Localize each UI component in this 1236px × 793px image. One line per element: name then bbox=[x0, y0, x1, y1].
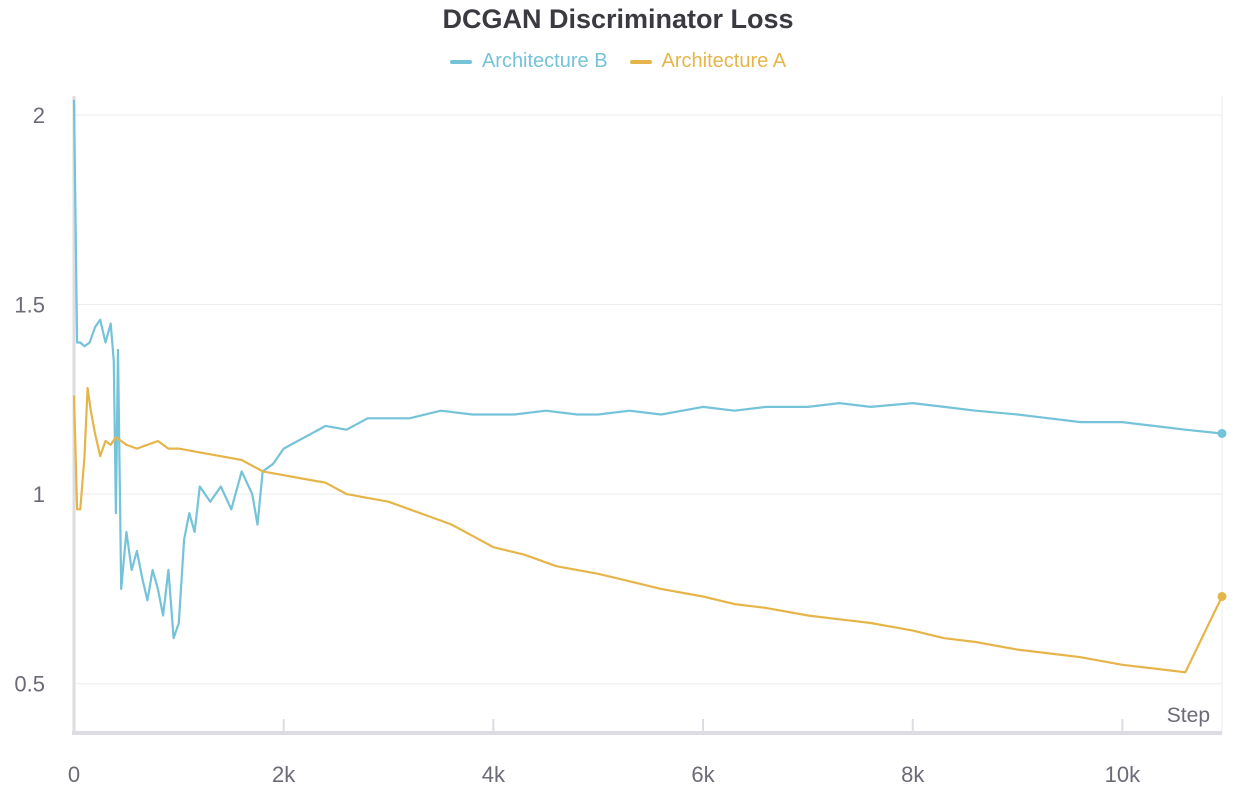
series-end-point-architecture-a[interactable] bbox=[1217, 592, 1227, 601]
legend-swatch-architecture-b bbox=[449, 59, 472, 64]
legend: Architecture B Architecture A bbox=[0, 50, 1236, 73]
x-tick-label-2: 4k bbox=[482, 762, 506, 787]
series-end-point-architecture-b[interactable] bbox=[1217, 428, 1227, 438]
x-tick-label-0: 0 bbox=[68, 762, 80, 787]
series-line-architecture-b[interactable] bbox=[72, 99, 1223, 640]
x-tick-label-4: 8k bbox=[901, 762, 925, 787]
legend-label-architecture-b: Architecture B bbox=[481, 50, 608, 72]
y-tick-label-2: 1.5 bbox=[14, 293, 45, 318]
series-line-architecture-a[interactable] bbox=[72, 386, 1223, 674]
axes bbox=[72, 96, 1222, 735]
tick-labels: 0.5 1 1.5 2 0 2k 4k 6k 8k 10k bbox=[14, 103, 1141, 787]
gridlines bbox=[74, 96, 1223, 733]
y-tick-label-3: 2 bbox=[33, 103, 45, 128]
legend-item-architecture-b[interactable]: Architecture B bbox=[449, 50, 608, 73]
legend-item-architecture-a[interactable]: Architecture A bbox=[629, 50, 787, 73]
series-layer bbox=[72, 99, 1227, 674]
chart-title: DCGAN Discriminator Loss bbox=[442, 4, 794, 34]
x-axis-label: Step bbox=[1167, 704, 1210, 727]
x-tick-label-1: 2k bbox=[272, 762, 296, 787]
legend-label-architecture-a: Architecture A bbox=[661, 50, 787, 72]
x-tick-label-5: 10k bbox=[1105, 762, 1141, 787]
y-tick-label-0: 0.5 bbox=[14, 672, 45, 697]
x-tick-label-3: 6k bbox=[691, 762, 715, 787]
legend-swatch-architecture-a bbox=[629, 59, 652, 64]
y-tick-label-1: 1 bbox=[33, 482, 45, 507]
